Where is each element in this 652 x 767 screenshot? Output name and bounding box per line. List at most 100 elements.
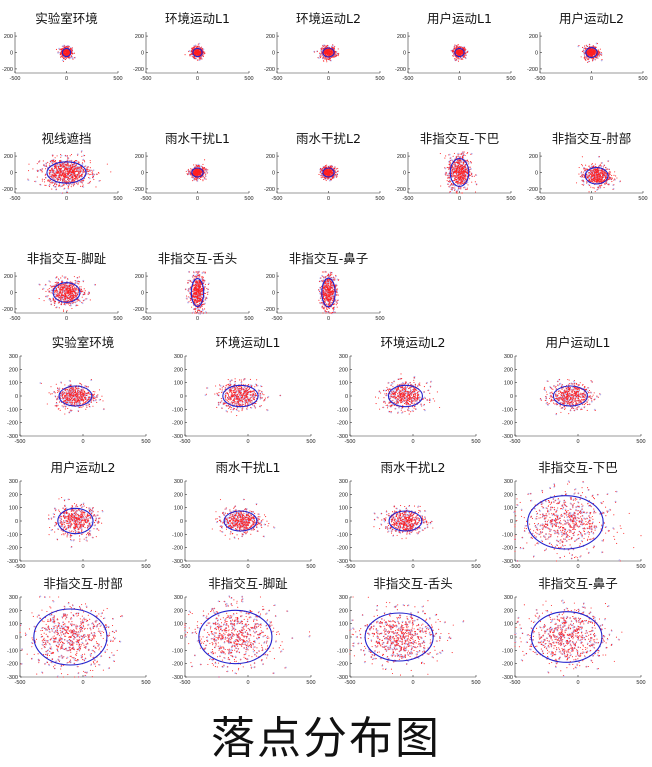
data-point [201,55,203,57]
data-point [328,52,331,55]
data-point [594,46,596,48]
data-point [596,55,598,57]
y-tick-label: 0 [141,171,144,177]
plot-title: 雨水干扰L2 [296,131,361,146]
data-point [187,174,189,176]
data-point [73,163,75,165]
data-point [200,57,202,59]
data-point [199,171,201,173]
data-point [80,175,82,177]
data-point [73,166,75,168]
data-point [84,161,86,163]
data-point [338,52,340,54]
data-point [45,177,47,179]
data-point [330,54,332,56]
y-tick-label: 0 [403,171,406,177]
data-point [90,173,92,175]
y-tick-label: 200 [397,154,406,160]
x-tick-label: 0 [590,76,593,82]
data-point [334,171,337,173]
data-point [76,175,78,177]
data-point [458,51,460,53]
data-point [589,53,591,55]
plot-title: 用户运动L1 [427,11,492,26]
data-point [66,191,68,193]
data-point [69,155,71,157]
data-point [319,168,321,170]
data-point [89,180,91,183]
data-point [93,174,95,176]
data-point [327,50,329,52]
x-tick-label: -500 [402,76,413,82]
data-point [328,171,330,173]
data-point [321,175,323,177]
data-point [27,170,30,172]
data-point-halo [61,59,64,62]
data-point [79,170,82,173]
data-point [585,59,587,61]
data-point [58,175,60,177]
data-point [56,155,58,157]
data-point [91,173,93,176]
data-point [62,177,64,179]
data-point [79,167,81,169]
data-point [54,175,56,177]
data-point [67,53,70,55]
data-point [75,160,77,162]
data-point [193,164,195,166]
data-point [55,48,58,51]
data-point [52,171,54,173]
data-point-halo [57,51,59,54]
data-point [458,54,461,56]
data-point [196,178,198,180]
data-point [199,173,201,175]
data-point [187,168,189,170]
data-point [78,161,80,163]
data-point [195,164,197,166]
x-tick-label: 0 [327,196,330,202]
data-point [329,50,331,52]
data-point [57,51,59,53]
data-point [322,176,324,178]
data-point [590,54,592,57]
data-point [465,48,467,50]
data-point [67,46,69,48]
data-point [328,174,330,176]
data-point [462,56,465,58]
data-point [198,54,200,56]
plot-title: 非指交互-下巴 [420,131,500,146]
y-tick-label: 200 [266,154,275,160]
data-point [50,181,52,183]
data-point [324,52,326,54]
data-point [76,170,78,172]
data-point [87,170,89,172]
data-point [65,46,67,48]
data-point [589,55,592,57]
data-point [69,169,72,171]
data-point [190,172,192,174]
data-point [334,55,336,57]
data-point [38,161,40,163]
data-point [593,51,596,53]
data-point [59,159,61,161]
data-point [65,180,67,182]
data-point [95,186,97,188]
data-point [455,53,457,55]
data-point [453,46,455,48]
data-point [74,183,76,185]
data-point [194,50,197,52]
data-point [48,172,51,175]
data-point [82,170,85,172]
data-point [67,185,70,187]
data-point [591,55,593,57]
data-point [328,49,330,51]
data-point [48,170,51,172]
data-point [601,54,603,56]
data-point [71,160,73,162]
data-point [198,170,200,172]
x-tick-label: 0 [196,76,199,82]
x-tick-label: 500 [638,76,647,82]
data-point [329,172,331,174]
data-point [320,169,322,171]
